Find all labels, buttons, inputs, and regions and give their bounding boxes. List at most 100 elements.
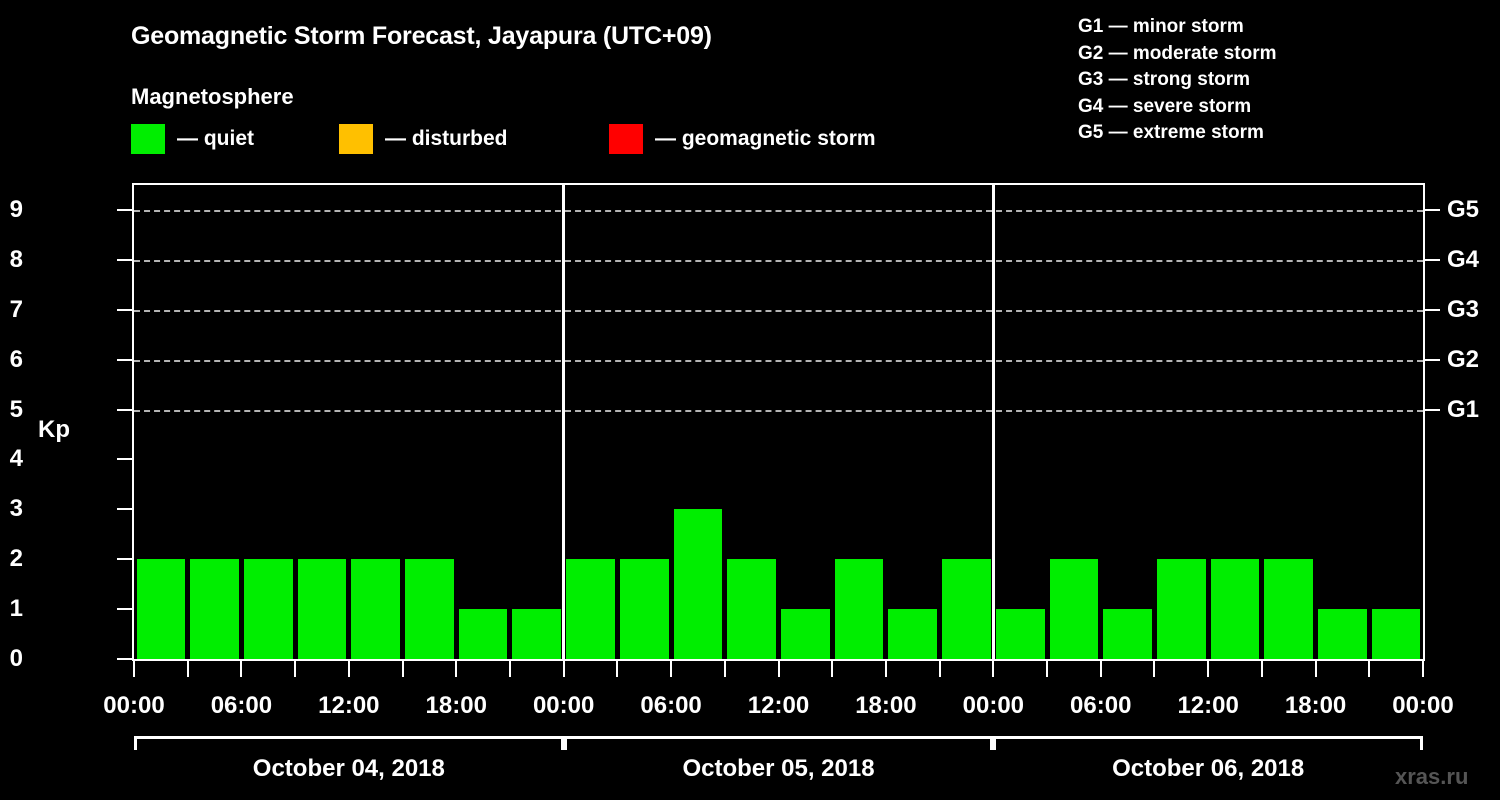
legend-entry: — geomagnetic storm	[609, 124, 876, 154]
x-tick-mark	[723, 661, 726, 677]
kp-bar	[566, 559, 615, 659]
y-tick-mark	[117, 558, 132, 561]
y-tick-mark	[117, 458, 132, 461]
kp-bar	[995, 609, 1045, 659]
kp-bar	[1049, 559, 1099, 659]
x-tick-mark	[508, 661, 511, 677]
y-tick-mark	[117, 608, 132, 611]
g-tick-label: G3	[1447, 295, 1480, 323]
g-tick-mark	[1425, 408, 1440, 411]
y-tick-label: 2	[9, 545, 23, 573]
x-tick-label: 06:00	[210, 692, 273, 719]
x-tick-mark	[186, 661, 189, 677]
x-tick-label: 18:00	[425, 692, 487, 719]
x-tick-label: 18:00	[855, 692, 917, 719]
kp-bar	[458, 609, 508, 659]
legend-label: — disturbed	[385, 127, 508, 150]
kp-bar	[619, 559, 669, 659]
kp-bar	[1371, 609, 1421, 659]
x-tick-mark	[1314, 661, 1317, 677]
g-tick-mark	[1425, 308, 1440, 311]
y-tick-label: 1	[9, 595, 23, 623]
gscale-key-row: G1 — minor storm	[1078, 16, 1244, 37]
x-tick-mark	[562, 661, 565, 677]
x-tick-label: 06:00	[640, 692, 702, 719]
legend-entry: — disturbed	[339, 124, 508, 154]
x-tick-mark	[240, 661, 243, 677]
x-tick-mark	[1153, 661, 1156, 677]
x-tick-mark	[401, 661, 404, 677]
kp-bar	[673, 509, 723, 659]
g-tick-label: G1	[1447, 395, 1480, 423]
g-tick-label: G4	[1447, 245, 1480, 273]
y-tick-mark	[117, 658, 132, 660]
x-tick-mark	[992, 661, 995, 677]
y-tick-label: 6	[9, 345, 23, 373]
kp-bar	[512, 609, 562, 659]
watermark: xras.ru	[1395, 764, 1469, 789]
x-tick-mark	[1422, 661, 1424, 677]
gscale-key-row: G2 — moderate storm	[1078, 42, 1277, 64]
x-tick-mark	[455, 661, 458, 677]
y-tick-label: 9	[9, 195, 23, 223]
kp-bar	[834, 559, 884, 659]
x-tick-mark	[1046, 661, 1049, 677]
kp-bar	[351, 559, 401, 659]
legend-label: — quiet	[177, 127, 254, 150]
kp-bar	[942, 559, 991, 659]
legend-label: — geomagnetic storm	[655, 127, 876, 150]
gscale-key-row: G4 — severe storm	[1078, 95, 1252, 117]
g-tick-mark	[1425, 208, 1440, 211]
gridline	[134, 359, 1423, 362]
kp-bar	[297, 559, 347, 659]
x-tick-mark	[1207, 661, 1210, 677]
legend-items: — quiet — disturbed — geomagnetic storm	[131, 124, 876, 156]
g-tick-mark	[1425, 258, 1440, 261]
legend-entry: — quiet	[131, 124, 254, 154]
g-tick-label: G5	[1447, 195, 1480, 223]
y-tick-mark	[117, 508, 132, 511]
y-axis-title: Kp	[38, 416, 70, 443]
kp-bar	[888, 609, 938, 659]
x-tick-label: 12:00	[747, 692, 810, 719]
gscale-key: G1 — minor storm G2 — moderate storm G3 — …	[1078, 14, 1277, 147]
gridline	[134, 209, 1423, 212]
quiet-swatch	[131, 124, 165, 154]
page-title: Geomagnetic Storm Forecast, Jayapura (UT…	[131, 22, 712, 50]
day-bracket	[993, 736, 1423, 750]
plot-area	[132, 183, 1425, 661]
kp-bar	[243, 559, 293, 659]
y-tick-mark	[117, 258, 132, 261]
x-tick-mark	[616, 661, 619, 677]
kp-bar	[1264, 559, 1314, 659]
x-tick-mark	[1099, 661, 1102, 677]
kp-bar	[1318, 609, 1367, 659]
x-tick-mark	[670, 661, 673, 677]
x-tick-label: 12:00	[1177, 692, 1239, 719]
y-tick-label: 0	[9, 645, 23, 672]
legend: Magnetosphere — quiet — disturbed — geomag…	[131, 84, 876, 156]
y-tick-label: 4	[9, 445, 23, 473]
x-tick-label: 12:00	[318, 692, 380, 719]
x-tick-mark	[294, 661, 297, 677]
day-label: October 06, 2018	[1112, 755, 1305, 782]
x-tick-mark	[884, 661, 887, 677]
kp-bar	[1156, 559, 1206, 659]
x-tick-label: 00:00	[532, 692, 595, 719]
x-tick-label: 18:00	[1284, 692, 1347, 719]
y-tick-mark	[117, 308, 132, 311]
day-bracket	[134, 736, 564, 750]
x-tick-label: 06:00	[1070, 692, 1132, 719]
y-tick-mark	[117, 208, 132, 211]
day-label: October 04, 2018	[252, 755, 445, 782]
gridline	[134, 309, 1423, 312]
day-label: October 05, 2018	[682, 755, 875, 782]
day-divider	[991, 185, 995, 659]
y-tick-label: 5	[9, 395, 23, 423]
disturbed-swatch	[339, 124, 373, 154]
kp-bar	[1103, 609, 1152, 659]
y-tick-mark	[117, 358, 132, 361]
y-tick-label: 7	[9, 295, 23, 323]
x-tick-label: 00:00	[103, 692, 165, 719]
gridline	[134, 409, 1423, 412]
